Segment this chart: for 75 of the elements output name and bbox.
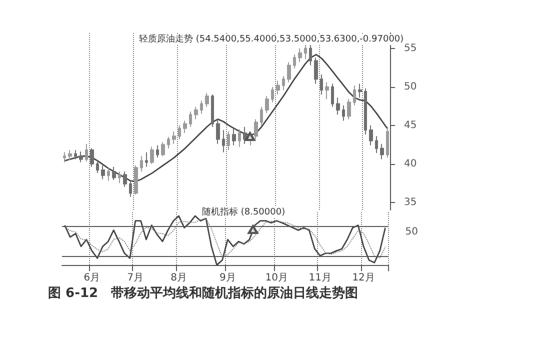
candlestick <box>68 149 72 160</box>
x-tick-label: 6月 <box>84 272 100 284</box>
caption: 图 6-12 带移动平均线和随机指标的原油日线走势图 <box>48 285 358 301</box>
y-tick-label: 50 <box>404 81 417 92</box>
candlestick <box>243 126 247 144</box>
candlestick <box>161 142 165 157</box>
candlestick <box>282 76 285 90</box>
candlestick <box>320 74 323 96</box>
y-tick-label: 45 <box>404 120 417 131</box>
candlestick <box>254 118 258 140</box>
candlestick <box>112 166 116 180</box>
candlestick <box>178 124 181 140</box>
candlestick <box>107 167 110 182</box>
candlestick <box>375 136 378 154</box>
candlestick <box>353 84 356 106</box>
candlestick <box>331 83 334 108</box>
candlestick <box>309 43 312 66</box>
candlestick <box>380 143 384 160</box>
candlestick <box>156 144 159 158</box>
candlestick <box>134 164 138 196</box>
candlestick <box>238 128 241 148</box>
candlestick <box>74 149 77 160</box>
candlestick <box>194 106 198 120</box>
x-tick-label: 9月 <box>220 272 236 284</box>
candlestick <box>342 104 345 122</box>
x-tick-label: 10月 <box>265 272 288 284</box>
candlestick <box>123 171 127 188</box>
y-tick-label: 40 <box>404 158 417 170</box>
candlestick <box>189 110 192 128</box>
candlestick <box>325 82 329 100</box>
candlestick <box>63 152 66 163</box>
candlestick <box>211 94 214 128</box>
candlestick <box>271 86 274 103</box>
candlestick <box>222 129 225 153</box>
candlestick <box>364 88 367 136</box>
candlestick <box>216 118 220 144</box>
candlestick <box>167 136 170 149</box>
candlestick <box>293 54 296 69</box>
candlestick <box>260 106 263 126</box>
candlestick <box>140 156 143 172</box>
candlestick <box>276 80 280 96</box>
chart-title: 随机指标 (8.50000) <box>202 206 286 218</box>
x-tick-label: 7月 <box>127 272 144 284</box>
candlestick <box>200 100 203 114</box>
candlestick <box>314 57 318 84</box>
candlestick <box>347 98 351 120</box>
x-tick-label: 12月 <box>352 272 375 284</box>
candlestick <box>79 151 83 163</box>
candlestick <box>369 124 373 146</box>
chart-title: 轻质原油走势 (54.5400,55.4000,53.5000,53.6300,-0.97000) <box>139 34 404 44</box>
candlestick <box>90 148 94 168</box>
candlestick <box>118 171 121 184</box>
x-tick-label: 8月 <box>170 272 188 284</box>
candlestick <box>386 126 389 158</box>
y-tick-label: 55 <box>404 42 417 54</box>
candlestick <box>298 48 302 63</box>
candlestick <box>145 152 148 168</box>
y-tick-label: 35 <box>404 196 417 208</box>
candlestick <box>101 164 105 180</box>
candlestick <box>205 92 209 108</box>
candlestick <box>304 43 307 60</box>
candlestick <box>85 143 88 162</box>
candlestick <box>358 83 362 98</box>
candlestick <box>336 97 340 116</box>
candlestick <box>232 128 236 146</box>
candlestick <box>227 131 230 150</box>
candlestick <box>172 131 176 144</box>
line-series <box>64 54 388 182</box>
candlestick <box>265 96 269 114</box>
x-tick-label: 11月 <box>308 272 332 284</box>
candlestick <box>150 146 154 164</box>
candlestick <box>183 120 187 134</box>
candlestick <box>96 159 99 174</box>
candlestick <box>129 180 132 198</box>
candlestick <box>287 62 291 83</box>
